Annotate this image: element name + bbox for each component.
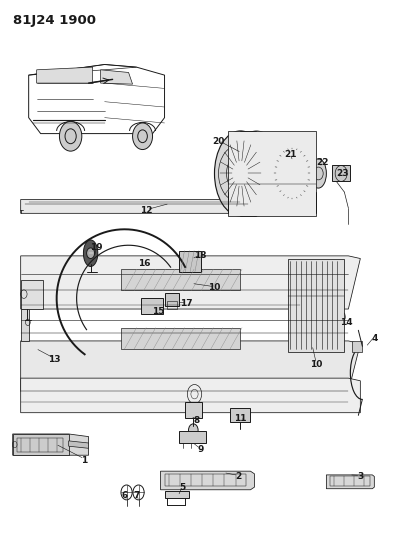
Text: 21: 21 (284, 150, 297, 159)
Text: 9: 9 (197, 446, 204, 455)
Text: 23: 23 (336, 169, 348, 178)
Circle shape (87, 248, 95, 259)
Bar (178, 251, 200, 272)
Ellipse shape (275, 148, 310, 199)
Text: 12: 12 (140, 206, 153, 215)
Polygon shape (121, 328, 241, 349)
Polygon shape (69, 441, 89, 448)
Text: 20: 20 (212, 137, 225, 146)
Polygon shape (101, 70, 133, 84)
Text: 6: 6 (122, 490, 128, 499)
Bar (330, 477, 371, 486)
Text: 18: 18 (194, 252, 207, 260)
Ellipse shape (215, 131, 266, 216)
Text: 17: 17 (180, 299, 193, 308)
Text: 2: 2 (235, 472, 241, 481)
Bar (231, 408, 251, 422)
Text: 5: 5 (179, 482, 186, 491)
Text: 15: 15 (152, 307, 165, 316)
Text: 3: 3 (357, 472, 363, 481)
Polygon shape (13, 434, 89, 455)
Polygon shape (83, 240, 98, 266)
Bar (184, 402, 203, 418)
Bar (332, 165, 350, 181)
Polygon shape (21, 378, 360, 413)
Bar (164, 293, 178, 306)
Text: 22: 22 (316, 158, 329, 167)
Polygon shape (21, 256, 360, 309)
Text: 14: 14 (340, 318, 352, 327)
Polygon shape (13, 434, 69, 455)
Text: 8: 8 (193, 416, 200, 425)
Polygon shape (36, 67, 93, 83)
Text: 10: 10 (310, 360, 322, 369)
Bar (141, 298, 162, 314)
Ellipse shape (310, 159, 326, 188)
Text: 81J24 1900: 81J24 1900 (13, 14, 96, 27)
Bar (178, 431, 207, 443)
Bar (166, 301, 176, 309)
Bar (164, 491, 188, 498)
Circle shape (133, 123, 152, 150)
Bar (17, 438, 63, 451)
Text: 19: 19 (90, 244, 103, 253)
Text: 13: 13 (49, 355, 61, 364)
Polygon shape (160, 471, 255, 490)
Polygon shape (21, 341, 360, 391)
Text: 7: 7 (134, 490, 140, 499)
Bar (21, 280, 43, 309)
Text: 16: 16 (138, 260, 151, 268)
Bar (229, 131, 316, 216)
Circle shape (188, 424, 198, 437)
Polygon shape (121, 269, 241, 290)
Text: 11: 11 (234, 414, 247, 423)
Bar (288, 259, 344, 352)
Polygon shape (21, 309, 28, 341)
Polygon shape (326, 475, 374, 489)
Text: 1: 1 (81, 456, 88, 465)
Bar (164, 474, 247, 486)
Polygon shape (21, 199, 260, 213)
Circle shape (59, 122, 82, 151)
Text: 4: 4 (371, 334, 377, 343)
Text: 10: 10 (208, 283, 221, 292)
Bar (352, 341, 363, 352)
